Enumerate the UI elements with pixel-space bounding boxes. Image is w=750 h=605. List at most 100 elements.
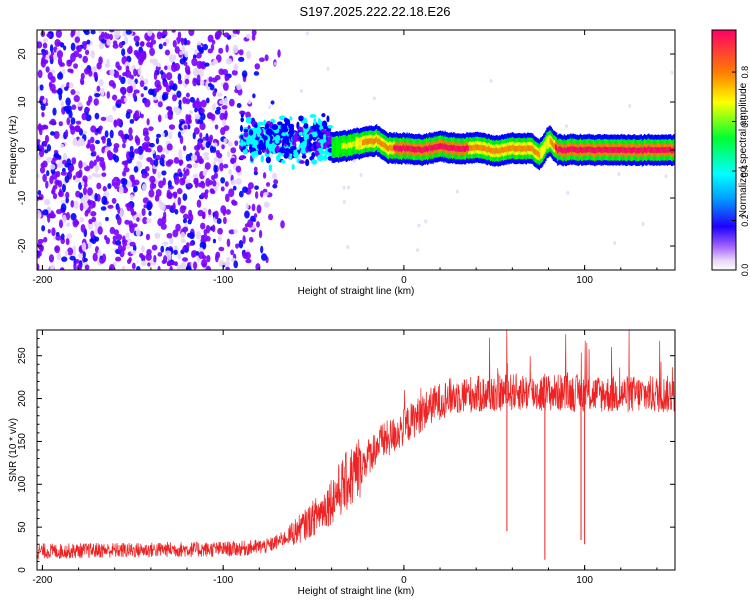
heatmap-faint-cell bbox=[305, 31, 309, 36]
heatmap-noise-cell bbox=[47, 214, 51, 223]
heatmap-noise-cell bbox=[115, 256, 122, 262]
heatmap-noise-cell bbox=[75, 120, 82, 125]
heatmap-noise-cell bbox=[272, 183, 278, 189]
heatmap-ridge-cell bbox=[497, 148, 499, 155]
heatmap-ridge-cell bbox=[372, 138, 375, 145]
heatmap-noise-cell bbox=[78, 53, 83, 59]
heatmap-noise-cell bbox=[67, 247, 74, 256]
heatmap-noise-cell bbox=[159, 157, 165, 166]
heatmap-ridge-cell bbox=[492, 148, 494, 154]
heatmap-noise-cell bbox=[156, 144, 163, 153]
heatmap-ridge-cell bbox=[371, 138, 374, 145]
heatmap-noise-cell bbox=[42, 42, 48, 49]
heatmap-transition-cell bbox=[279, 115, 286, 121]
heatmap-noise-cell bbox=[109, 263, 115, 270]
heatmap-transition-cell bbox=[240, 117, 244, 123]
heatmap-noise-cell bbox=[192, 102, 196, 109]
heatmap-transition-cell bbox=[242, 145, 246, 150]
heatmap-noise-cell bbox=[208, 76, 213, 83]
heatmap-noise-cell bbox=[138, 253, 144, 259]
heatmap-noise-cell bbox=[228, 168, 232, 176]
heatmap-ridge-cell bbox=[447, 145, 449, 152]
heatmap-ridge-cell bbox=[570, 145, 572, 152]
heatmap-noise-cell bbox=[61, 214, 67, 224]
heatmap-noise-cell bbox=[205, 265, 212, 270]
heatmap-transition-cell bbox=[286, 148, 294, 153]
heatmap-ridge-cell bbox=[577, 147, 580, 154]
heatmap-noise-cell bbox=[167, 106, 173, 112]
heatmap-noise-cell bbox=[177, 196, 182, 206]
heatmap-ridge-cell bbox=[517, 145, 519, 152]
heatmap-noise-cell bbox=[55, 30, 63, 38]
heatmap-noise-cell bbox=[68, 110, 73, 119]
colorbar-label: Normalized spectral amplitude bbox=[738, 82, 749, 217]
heatmap-noise-cell bbox=[178, 149, 183, 157]
heatmap-noise-cell bbox=[133, 49, 139, 56]
heatmap-noise-cell bbox=[149, 41, 153, 50]
heatmap-noise-cell bbox=[37, 190, 42, 196]
heatmap-noise-cell bbox=[172, 94, 178, 102]
heatmap-transition-cell bbox=[265, 156, 272, 164]
heatmap-noise-cell bbox=[87, 241, 92, 249]
heatmap-noise-cell bbox=[49, 54, 54, 60]
heatmap-ridge-cell bbox=[565, 147, 568, 154]
heatmap-noise-cell bbox=[98, 30, 102, 34]
heatmap-noise-cell bbox=[152, 58, 159, 67]
heatmap-ridge-cell bbox=[473, 145, 475, 151]
heatmap-noise-cell bbox=[211, 224, 216, 233]
heatmap-ridge-cell bbox=[536, 150, 538, 157]
heatmap-noise-cell bbox=[111, 94, 118, 101]
heatmap-noise-cell bbox=[73, 262, 77, 270]
heatmap-ridge-cell bbox=[437, 143, 440, 150]
heatmap-noise-cell bbox=[166, 143, 173, 151]
snr-axes: -200 -100 0 100 0 50 100 150 200 250 bbox=[17, 330, 675, 586]
heatmap-faint-cell bbox=[342, 185, 346, 190]
heatmap-ridge-cell bbox=[512, 145, 514, 151]
heatmap-noise-cell bbox=[72, 137, 78, 146]
heatmap-noise-cell bbox=[105, 216, 109, 222]
heatmap-ridge-cell bbox=[488, 146, 491, 153]
heatmap-noise-cell bbox=[85, 114, 92, 122]
heatmap-noise-cell bbox=[43, 198, 51, 206]
heatmap-ridge-cell bbox=[443, 144, 445, 151]
heatmap-noise-cell bbox=[245, 33, 251, 39]
heatmap-noise-cell bbox=[72, 218, 79, 228]
heatmap-ridge-cell bbox=[521, 145, 523, 152]
heatmap-noise-cell bbox=[132, 186, 137, 193]
heatmap-noise-cell bbox=[225, 266, 230, 270]
heatmap-noise-cell bbox=[224, 193, 230, 203]
heatmap-noise-cell bbox=[213, 172, 219, 179]
heatmap-noise-cell bbox=[89, 143, 96, 153]
heatmap-noise-cell bbox=[261, 253, 268, 261]
heatmap-noise-cell bbox=[148, 126, 154, 131]
heatmap-ridge-cell bbox=[540, 149, 543, 156]
heatmap-noise-cell bbox=[200, 192, 207, 198]
heatmap-noise-cell bbox=[208, 208, 212, 216]
heatmap-ridge-cell bbox=[620, 146, 622, 153]
heatmap-noise-cell bbox=[101, 172, 107, 177]
heatmap-ridge-cell bbox=[476, 144, 479, 150]
heatmap-noise-cell bbox=[218, 47, 224, 54]
heatmap-noise-cell bbox=[235, 243, 239, 249]
heatmap-noise-cell bbox=[70, 200, 75, 208]
heatmap-noise-cell bbox=[74, 125, 81, 133]
heatmap-noise-cell bbox=[68, 82, 74, 89]
heatmap-noise-cell bbox=[61, 256, 68, 262]
heatmap-transition-cell bbox=[261, 145, 267, 150]
colorbar-tick-label: 0.4 bbox=[740, 165, 750, 178]
heatmap-ridge-cell bbox=[434, 144, 436, 151]
spectrogram-heatmap bbox=[37, 30, 675, 270]
heatmap-ridge-cell bbox=[664, 147, 666, 153]
heatmap-ridge-cell bbox=[647, 146, 649, 153]
heatmap-ridge-cell bbox=[519, 145, 521, 152]
heatmap-noise-cell bbox=[108, 30, 115, 33]
heatmap-noise-cell bbox=[234, 63, 238, 71]
heatmap-ridge-cell bbox=[464, 146, 467, 152]
heatmap-noise-cell bbox=[82, 186, 88, 196]
heatmap-noise-cell bbox=[130, 250, 137, 255]
heatmap-noise-cell bbox=[133, 165, 139, 173]
heatmap-transition-cell bbox=[243, 131, 249, 138]
heatmap-ridge-cell bbox=[468, 145, 470, 152]
heatmap-noise-cell bbox=[84, 264, 90, 270]
heatmap-noise-cell bbox=[178, 99, 182, 107]
